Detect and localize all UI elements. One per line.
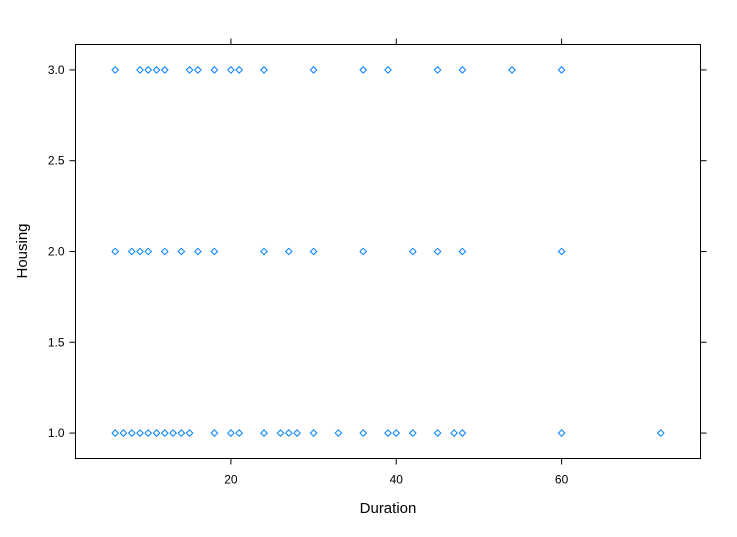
data-point xyxy=(210,429,219,437)
data-point xyxy=(260,247,268,256)
data-point xyxy=(458,247,467,256)
data-point xyxy=(193,247,202,256)
y-axis-title: Housing xyxy=(14,223,31,278)
data-point xyxy=(309,429,318,437)
data-point xyxy=(359,66,368,74)
data-point xyxy=(160,66,169,74)
data-point xyxy=(309,66,318,74)
data-point xyxy=(136,247,144,256)
data-point xyxy=(136,66,144,74)
data-point xyxy=(144,66,153,74)
data-point xyxy=(293,429,301,437)
data-point xyxy=(384,66,392,74)
data-point xyxy=(309,247,318,256)
x-tick-label: 20 xyxy=(224,473,238,487)
data-point xyxy=(119,429,128,437)
data-point xyxy=(160,429,169,437)
data-point xyxy=(210,66,219,74)
x-tick-label: 40 xyxy=(390,473,404,487)
data-points xyxy=(111,66,665,437)
data-point xyxy=(433,247,442,256)
data-point xyxy=(235,66,244,74)
data-point xyxy=(284,429,293,437)
data-point xyxy=(284,247,293,256)
x-axis-title: Duration xyxy=(360,500,417,517)
data-point xyxy=(458,66,467,74)
data-point xyxy=(144,429,153,437)
data-point xyxy=(193,66,202,74)
data-point xyxy=(260,429,268,437)
data-point xyxy=(359,429,368,437)
data-point xyxy=(384,429,392,437)
data-point xyxy=(235,429,244,437)
plot-frame xyxy=(75,44,701,459)
y-tick-label: 2.0 xyxy=(48,245,65,259)
data-point xyxy=(408,429,417,437)
data-point xyxy=(111,247,120,256)
data-point xyxy=(392,429,401,437)
data-point xyxy=(458,429,467,437)
data-point xyxy=(177,247,186,256)
y-tick-label: 2.5 xyxy=(48,154,65,168)
data-point xyxy=(334,429,343,437)
y-tick-label: 3.0 xyxy=(48,63,65,77)
data-point xyxy=(169,429,177,437)
data-point xyxy=(557,247,566,256)
data-point xyxy=(152,429,161,437)
data-point xyxy=(111,429,120,437)
data-point xyxy=(210,247,219,256)
data-point xyxy=(185,66,194,74)
data-point xyxy=(359,247,368,256)
data-point xyxy=(111,66,120,74)
data-point xyxy=(508,66,516,74)
x-tick-label: 60 xyxy=(555,473,569,487)
data-point xyxy=(557,66,566,74)
data-point xyxy=(152,66,161,74)
axis-ticks xyxy=(69,38,707,465)
data-point xyxy=(433,429,442,437)
data-point xyxy=(227,429,235,437)
data-point xyxy=(557,429,566,437)
data-point xyxy=(408,247,417,256)
data-point xyxy=(127,247,136,256)
data-point xyxy=(160,247,169,256)
data-point xyxy=(276,429,285,437)
y-tick-label: 1.5 xyxy=(48,335,65,349)
data-point xyxy=(144,247,153,256)
data-point xyxy=(177,429,186,437)
data-point xyxy=(260,66,268,74)
data-point xyxy=(185,429,194,437)
axis-tick-labels: 20 40 60 1.0 1.5 2.0 2.5 3.0 xyxy=(48,63,569,487)
data-point xyxy=(227,66,235,74)
data-point xyxy=(433,66,442,74)
data-point xyxy=(136,429,144,437)
data-point xyxy=(127,429,136,437)
data-point xyxy=(450,429,459,437)
data-point xyxy=(656,429,665,437)
y-tick-label: 1.0 xyxy=(48,426,65,440)
